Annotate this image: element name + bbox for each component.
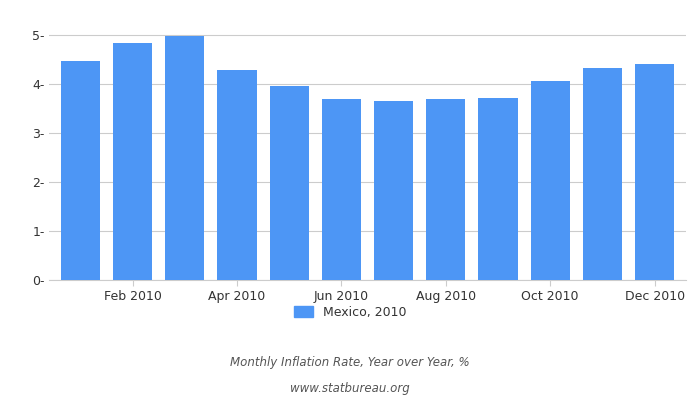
Bar (61, 61, 100, 280)
Bar (635, 64, 674, 280)
Text: www.statbureau.org: www.statbureau.org (290, 382, 410, 395)
Bar (426, 100, 466, 280)
Bar (583, 68, 622, 280)
Bar (479, 98, 517, 280)
Bar (218, 70, 256, 280)
Bar (322, 99, 361, 280)
Text: Monthly Inflation Rate, Year over Year, %: Monthly Inflation Rate, Year over Year, … (230, 356, 470, 369)
Bar (270, 86, 309, 280)
Bar (374, 102, 413, 280)
Legend: Mexico, 2010: Mexico, 2010 (289, 301, 411, 324)
Bar (165, 36, 204, 280)
Bar (531, 81, 570, 280)
Bar (113, 43, 152, 280)
